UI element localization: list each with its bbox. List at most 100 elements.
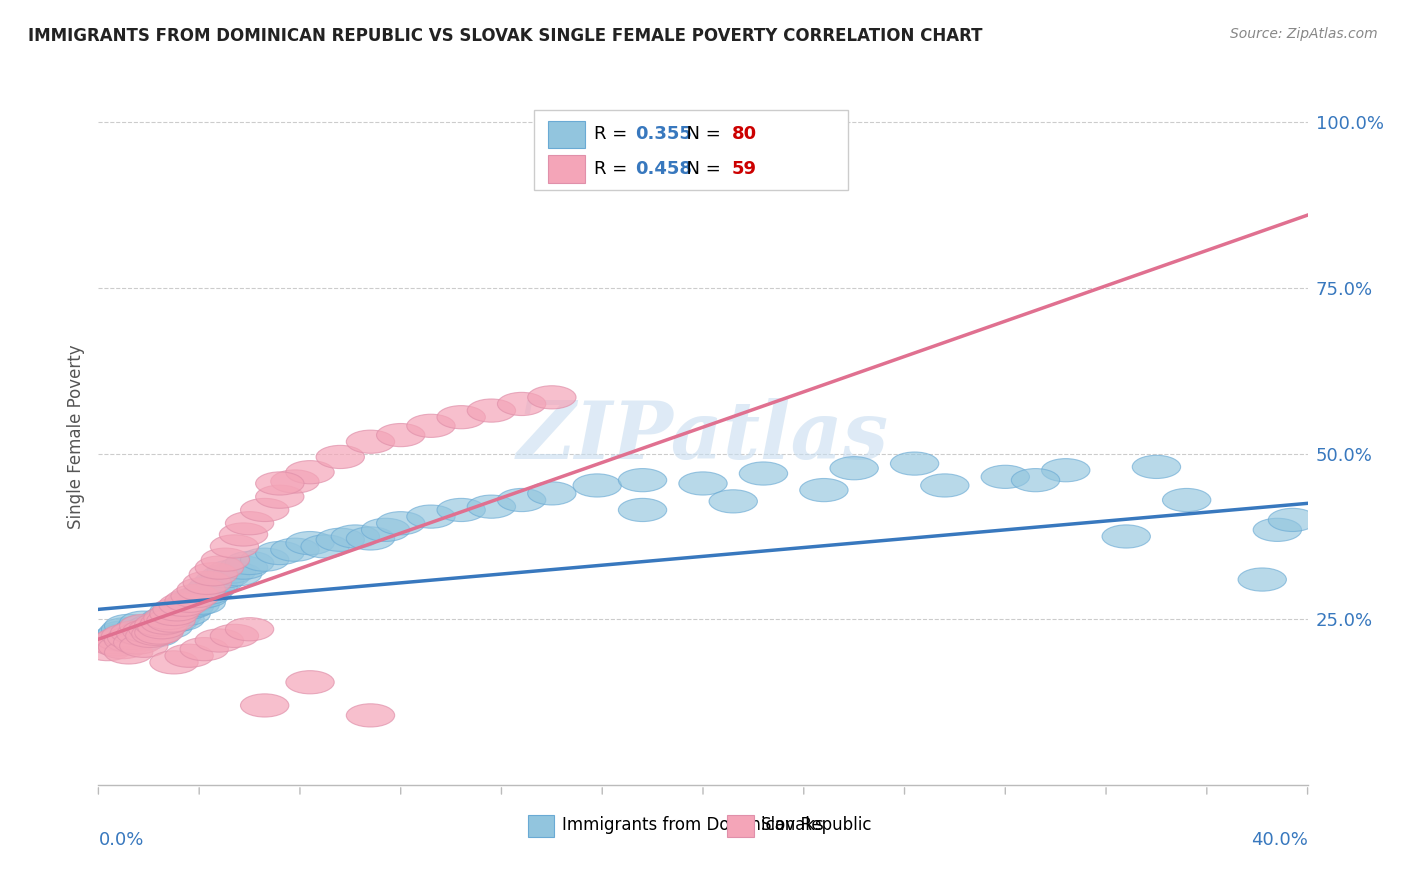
Ellipse shape	[93, 633, 141, 657]
Ellipse shape	[256, 472, 304, 495]
Ellipse shape	[285, 460, 335, 483]
Ellipse shape	[211, 535, 259, 558]
Ellipse shape	[285, 532, 335, 555]
Ellipse shape	[219, 523, 267, 546]
Ellipse shape	[153, 605, 201, 628]
Ellipse shape	[332, 524, 380, 548]
Ellipse shape	[981, 466, 1029, 489]
Ellipse shape	[240, 548, 288, 571]
Ellipse shape	[98, 635, 146, 658]
Ellipse shape	[117, 615, 165, 639]
Ellipse shape	[890, 452, 939, 475]
Ellipse shape	[132, 624, 180, 647]
Ellipse shape	[180, 638, 228, 661]
Ellipse shape	[138, 615, 186, 639]
Ellipse shape	[135, 621, 183, 644]
Ellipse shape	[256, 541, 304, 565]
Ellipse shape	[285, 671, 335, 694]
Ellipse shape	[146, 609, 195, 632]
Ellipse shape	[117, 623, 165, 646]
Text: R =: R =	[595, 126, 633, 144]
Ellipse shape	[165, 644, 214, 667]
Ellipse shape	[679, 472, 727, 495]
Ellipse shape	[225, 551, 274, 574]
Ellipse shape	[120, 615, 167, 638]
Ellipse shape	[240, 499, 288, 522]
Ellipse shape	[346, 430, 395, 453]
Ellipse shape	[180, 584, 228, 607]
Text: N =: N =	[675, 161, 727, 178]
Ellipse shape	[122, 617, 172, 640]
Ellipse shape	[96, 624, 143, 648]
Text: Source: ZipAtlas.com: Source: ZipAtlas.com	[1230, 27, 1378, 41]
Ellipse shape	[195, 629, 243, 652]
Ellipse shape	[129, 615, 177, 638]
Ellipse shape	[240, 694, 288, 717]
Ellipse shape	[104, 640, 153, 664]
Ellipse shape	[271, 470, 319, 493]
Ellipse shape	[90, 631, 138, 654]
Ellipse shape	[1042, 458, 1090, 482]
Ellipse shape	[104, 631, 153, 654]
Ellipse shape	[1102, 524, 1150, 548]
Ellipse shape	[219, 556, 267, 579]
Ellipse shape	[111, 621, 159, 644]
Ellipse shape	[104, 629, 153, 652]
Ellipse shape	[225, 617, 274, 640]
Ellipse shape	[150, 651, 198, 674]
Ellipse shape	[172, 593, 219, 616]
Ellipse shape	[114, 620, 162, 643]
Ellipse shape	[98, 621, 146, 644]
Ellipse shape	[921, 474, 969, 497]
Ellipse shape	[619, 468, 666, 491]
Ellipse shape	[183, 571, 232, 594]
Ellipse shape	[1239, 568, 1286, 591]
Ellipse shape	[207, 560, 256, 583]
Ellipse shape	[172, 584, 219, 607]
Ellipse shape	[101, 624, 150, 648]
Ellipse shape	[135, 620, 183, 643]
Ellipse shape	[361, 518, 409, 541]
Ellipse shape	[1011, 468, 1060, 491]
Ellipse shape	[111, 623, 159, 646]
Ellipse shape	[346, 527, 395, 550]
Ellipse shape	[153, 598, 201, 621]
Ellipse shape	[316, 445, 364, 468]
Ellipse shape	[159, 593, 207, 616]
Ellipse shape	[201, 548, 250, 571]
Ellipse shape	[1268, 508, 1316, 532]
Ellipse shape	[150, 609, 198, 632]
Ellipse shape	[165, 589, 214, 612]
Ellipse shape	[527, 385, 576, 409]
Text: Immigrants from Dominican Republic: Immigrants from Dominican Republic	[561, 816, 872, 834]
Ellipse shape	[619, 499, 666, 522]
Ellipse shape	[190, 574, 238, 598]
Ellipse shape	[195, 556, 243, 579]
Ellipse shape	[129, 617, 177, 640]
Text: 80: 80	[733, 126, 758, 144]
Ellipse shape	[96, 628, 143, 651]
Ellipse shape	[800, 478, 848, 501]
Ellipse shape	[141, 607, 190, 631]
Text: 0.355: 0.355	[636, 126, 692, 144]
Ellipse shape	[135, 615, 183, 639]
Ellipse shape	[120, 628, 167, 651]
Text: Slovaks: Slovaks	[761, 816, 825, 834]
Ellipse shape	[740, 462, 787, 485]
Ellipse shape	[406, 414, 456, 437]
Ellipse shape	[101, 617, 150, 640]
Ellipse shape	[177, 578, 225, 601]
Bar	[727, 815, 754, 837]
Ellipse shape	[90, 628, 138, 651]
Ellipse shape	[174, 587, 222, 610]
Ellipse shape	[211, 624, 259, 648]
Ellipse shape	[709, 490, 758, 513]
Ellipse shape	[143, 615, 193, 639]
Ellipse shape	[146, 605, 195, 628]
Ellipse shape	[271, 538, 319, 561]
Ellipse shape	[143, 607, 193, 630]
Ellipse shape	[527, 482, 576, 505]
Ellipse shape	[377, 424, 425, 447]
Ellipse shape	[574, 474, 621, 497]
Ellipse shape	[120, 634, 167, 657]
